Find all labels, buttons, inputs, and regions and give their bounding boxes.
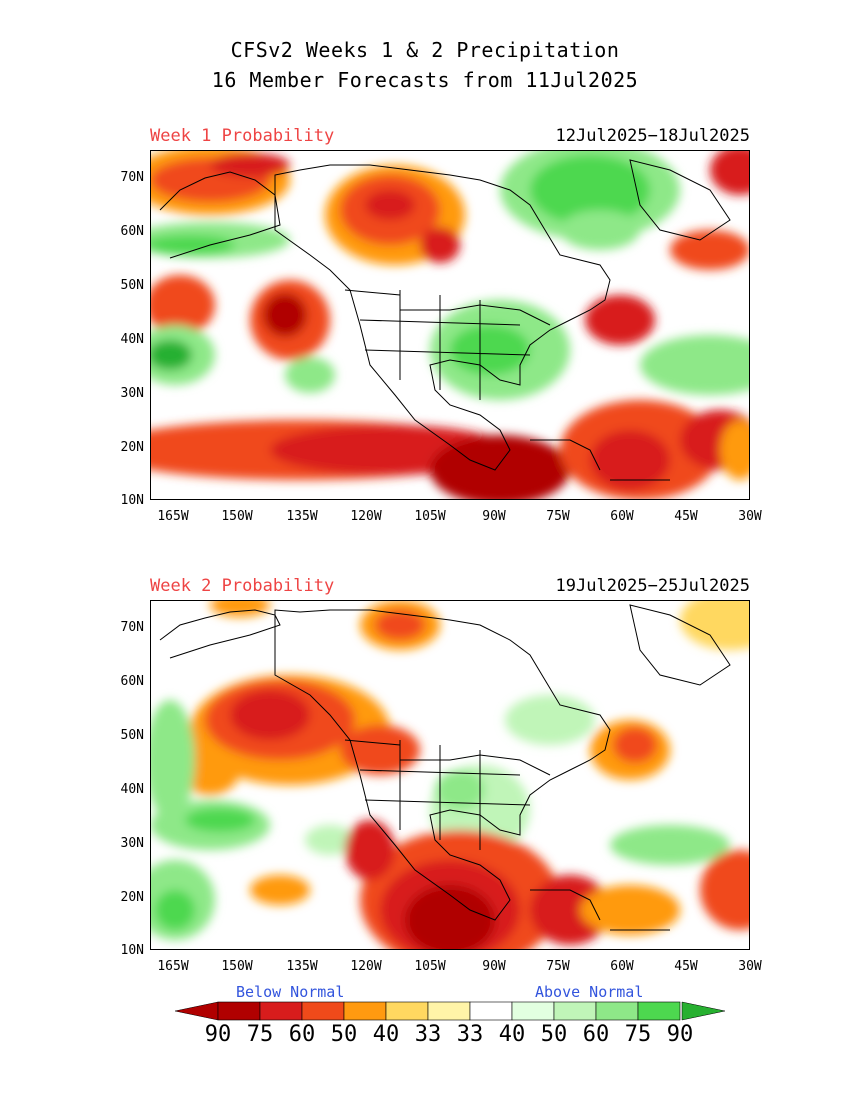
chart-title-line2: 16 Member Forecasts from 11Jul2025 bbox=[211, 68, 639, 92]
colorbar-cell-5 bbox=[427, 1001, 471, 1021]
week2-lon-150w: 150W bbox=[221, 959, 253, 974]
week2-lon-30w: 30W bbox=[738, 959, 762, 974]
week2-lon-105w: 105W bbox=[414, 959, 446, 974]
colorbar-cell-0 bbox=[217, 1001, 261, 1021]
week2-label: Week 2 Probability bbox=[150, 576, 335, 596]
colorbar-arrow-right bbox=[681, 1001, 725, 1021]
colorbar-label-1: 75 bbox=[246, 1022, 274, 1047]
week1-map bbox=[150, 150, 750, 500]
week1-lat-40n: 40N bbox=[120, 332, 144, 347]
week1-lon-45w: 45W bbox=[674, 509, 698, 524]
week2-map bbox=[150, 600, 750, 950]
colorbar-arrow-left bbox=[175, 1001, 219, 1021]
colorbar-cell-9 bbox=[595, 1001, 639, 1021]
colorbar-label-2: 60 bbox=[288, 1022, 316, 1047]
colorbar-cell-7 bbox=[511, 1001, 555, 1021]
week2-coastlines bbox=[159, 604, 731, 931]
week1-lon-75w: 75W bbox=[546, 509, 570, 524]
colorbar-label-9: 60 bbox=[582, 1022, 610, 1047]
week1-lat-30n: 30N bbox=[120, 386, 144, 401]
week2-lat-70n: 70N bbox=[120, 620, 144, 635]
week1-lat-50n: 50N bbox=[120, 278, 144, 293]
week2-dates: 19Jul2025−25Jul2025 bbox=[555, 576, 750, 596]
week2-lon-135w: 135W bbox=[286, 959, 318, 974]
week1-lon-105w: 105W bbox=[414, 509, 446, 524]
week2-lat-40n: 40N bbox=[120, 782, 144, 797]
week1-lon-135w: 135W bbox=[286, 509, 318, 524]
week2-lon-165w: 165W bbox=[157, 959, 189, 974]
colorbar-label-4: 40 bbox=[372, 1022, 400, 1047]
legend-below-normal: Below Normal bbox=[236, 983, 345, 1001]
colorbar-cell-3 bbox=[343, 1001, 387, 1021]
colorbar-label-7: 40 bbox=[498, 1022, 526, 1047]
week1-label: Week 1 Probability bbox=[150, 126, 335, 146]
week1-probability-field bbox=[150, 150, 750, 500]
week2-lon-120w: 120W bbox=[350, 959, 382, 974]
week2-probability-field bbox=[150, 600, 750, 950]
week2-lon-45w: 45W bbox=[674, 959, 698, 974]
colorbar-label-0: 90 bbox=[204, 1022, 232, 1047]
colorbar-cells bbox=[217, 1001, 681, 1021]
colorbar-cell-4 bbox=[385, 1001, 429, 1021]
week2-lon-60w: 60W bbox=[610, 959, 634, 974]
colorbar-cell-2 bbox=[301, 1001, 345, 1021]
week2-lon-90w: 90W bbox=[482, 959, 506, 974]
colorbar-label-11: 90 bbox=[666, 1022, 694, 1047]
week2-lon-75w: 75W bbox=[546, 959, 570, 974]
week1-lon-150w: 150W bbox=[221, 509, 253, 524]
colorbar-label-5: 33 bbox=[414, 1022, 442, 1047]
colorbar-cell-10 bbox=[637, 1001, 681, 1021]
week2-lat-60n: 60N bbox=[120, 674, 144, 689]
week1-lon-60w: 60W bbox=[610, 509, 634, 524]
colorbar-label-10: 75 bbox=[624, 1022, 652, 1047]
week1-lon-120w: 120W bbox=[350, 509, 382, 524]
week1-lon-90w: 90W bbox=[482, 509, 506, 524]
colorbar-label-3: 50 bbox=[330, 1022, 358, 1047]
colorbar-cell-6 bbox=[469, 1001, 513, 1021]
week1-lat-70n: 70N bbox=[120, 170, 144, 185]
chart-title-line1: CFSv2 Weeks 1 & 2 Precipitation bbox=[230, 38, 620, 62]
week1-lat-20n: 20N bbox=[120, 440, 144, 455]
legend-above-normal: Above Normal bbox=[535, 983, 644, 1001]
week1-lon-30w: 30W bbox=[738, 509, 762, 524]
week2-lat-10n: 10N bbox=[120, 943, 144, 958]
week1-lat-10n: 10N bbox=[120, 493, 144, 508]
week2-lat-50n: 50N bbox=[120, 728, 144, 743]
week1-lon-165w: 165W bbox=[157, 509, 189, 524]
week2-lat-30n: 30N bbox=[120, 836, 144, 851]
colorbar-label-6: 33 bbox=[456, 1022, 484, 1047]
week1-dates: 12Jul2025−18Jul2025 bbox=[555, 126, 750, 146]
colorbar-cell-8 bbox=[553, 1001, 597, 1021]
colorbar-cell-1 bbox=[259, 1001, 303, 1021]
colorbar bbox=[175, 1001, 725, 1021]
week1-coastlines bbox=[159, 159, 731, 481]
colorbar-label-8: 50 bbox=[540, 1022, 568, 1047]
week2-lat-20n: 20N bbox=[120, 890, 144, 905]
week1-lat-60n: 60N bbox=[120, 224, 144, 239]
